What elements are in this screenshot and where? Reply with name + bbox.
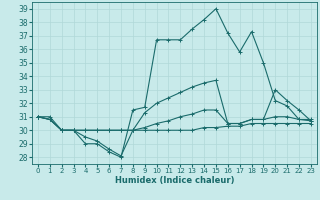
X-axis label: Humidex (Indice chaleur): Humidex (Indice chaleur) (115, 176, 234, 185)
